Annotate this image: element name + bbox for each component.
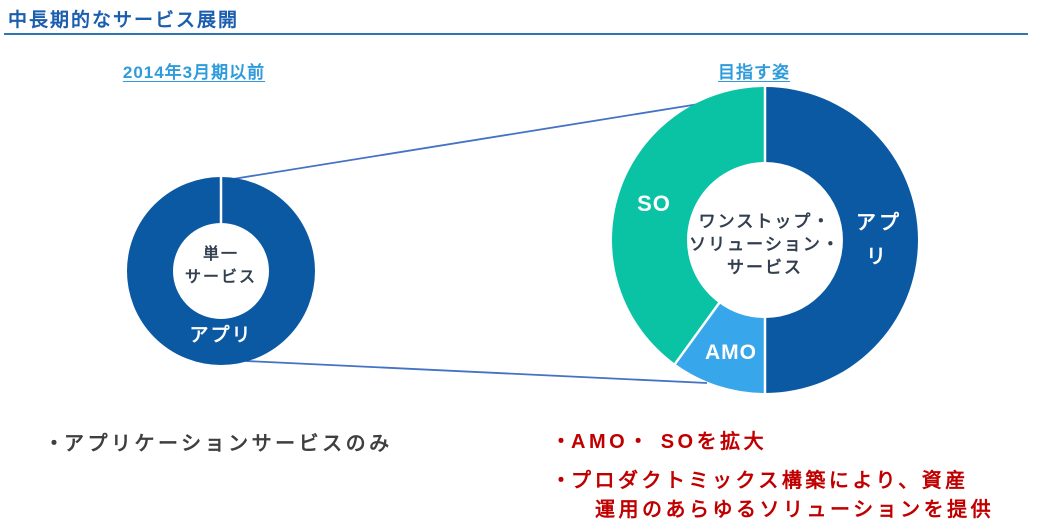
- connector-line-bottom: [245, 360, 708, 384]
- target-segment-label-app-line2: リ: [866, 246, 886, 268]
- title-divider: [4, 33, 1028, 35]
- bullet-marker: ・: [551, 431, 571, 453]
- bullet-marker: ・: [551, 470, 571, 492]
- before-note-text: アプリケーションサービスのみ: [64, 433, 393, 455]
- before-note: ・ アプリケーションサービスのみ: [44, 430, 393, 459]
- before-center-line1: 単一: [203, 244, 239, 263]
- before-header: 2014年3月期以前: [122, 63, 266, 82]
- donut-labels: 単一 サービス アプリ SO アプ リ AMO ワンストップ・ ソリューション・…: [185, 191, 902, 364]
- target-segment-label-so: SO: [637, 191, 671, 216]
- note-amo-so: ・ AMO・ SOを拡大: [551, 428, 994, 457]
- target-segment-label-app-line1: アプ: [856, 211, 902, 234]
- before-segment-label-app: アプリ: [189, 323, 252, 346]
- target-note2-line1: プロダクトミックス構築により、資産: [571, 470, 969, 492]
- target-note1-line1: AMO・ SOを拡大: [571, 431, 768, 453]
- segment-divider: [673, 301, 721, 365]
- note-app-only: ・ アプリケーションサービスのみ: [44, 430, 393, 459]
- target-segment-label-amo: AMO: [705, 341, 757, 364]
- donut-segment-アプリ: [765, 87, 918, 393]
- donut-segment-AMO: [675, 303, 765, 394]
- bullet-marker: ・: [44, 433, 64, 455]
- target-center-line3: サービス: [727, 258, 803, 277]
- target-center-line1: ワンストップ・: [699, 211, 832, 231]
- slide-title: 中長期的なサービス展開: [8, 10, 240, 31]
- target-center-line2: ソリューション・: [689, 235, 841, 254]
- note-product-mix: ・ プロダクトミックス構築により、資産 運用のあらゆるソリューションを提供: [551, 467, 994, 525]
- donut-target: [612, 86, 918, 394]
- before-center-line2: サービス: [185, 268, 257, 286]
- target-header: 目指す姿: [718, 63, 790, 82]
- connector-line-top: [232, 103, 700, 180]
- donut-segment-SO: [612, 87, 765, 364]
- donut-before: [127, 176, 315, 365]
- target-notes: ・ AMO・ SOを拡大 ・ プロダクトミックス構築により、資産 運用のあらゆる…: [551, 428, 994, 525]
- target-note2-line2: 運用のあらゆるソリューションを提供: [595, 499, 995, 521]
